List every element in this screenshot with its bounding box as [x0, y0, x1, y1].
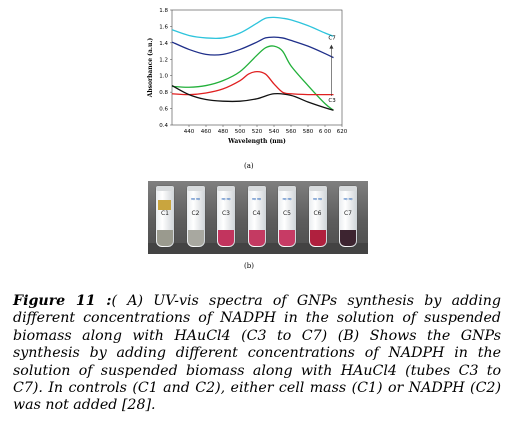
- tube-cap-ring: [339, 186, 357, 191]
- tube-liquid: [248, 230, 265, 246]
- tube-liquid: [187, 230, 204, 246]
- tube-cap-ring: [217, 186, 235, 191]
- photo-floor: [148, 243, 368, 254]
- y-tick-label: 1.4: [159, 41, 168, 47]
- caption-text: ( A) UV-vis spectra of GNPs synthesis by…: [13, 293, 502, 414]
- tube-c1: C1: [156, 186, 174, 247]
- panel-label-a: (a): [244, 162, 254, 170]
- tube-wave-marks: ≈≈: [251, 196, 262, 203]
- plot-area: [171, 9, 343, 126]
- tube-c7: ≈≈ C7: [339, 186, 357, 247]
- tube-tag: [158, 200, 171, 210]
- tube-liquid: [218, 230, 234, 246]
- series-line-c7: [171, 16, 334, 40]
- uv-vis-chart: 0.4 0.6 0.8 1.0 1.2 1.4 1.6 1.8 440 460 480 500 520 5…: [147, 8, 348, 145]
- tube-label: C3: [221, 210, 230, 217]
- y-tick-label: 0.8: [159, 90, 168, 96]
- annotation-c7: C7: [328, 36, 336, 42]
- tube-cap-ring: [247, 186, 266, 191]
- tube-cap-ring: [308, 186, 327, 191]
- x-tick-label: 480: [218, 129, 229, 135]
- x-tick-label: 580: [303, 129, 314, 135]
- x-tick-label: 560: [286, 129, 297, 135]
- figure-11: 0.4 0.6 0.8 1.0 1.2 1.4 1.6 1.8 440 460 480 500 520 5…: [147, 8, 368, 270]
- x-tick-label: 500: [235, 129, 246, 135]
- tube-cap-ring: [278, 186, 296, 191]
- y-tick-label: 1.6: [159, 24, 168, 30]
- tube-wave-marks: ≈≈: [281, 196, 293, 203]
- x-tick-label: 6 00: [319, 129, 332, 135]
- tube-wave-marks: ≈≈: [342, 196, 354, 203]
- series-line-c6: [171, 36, 334, 59]
- tube-wave-marks: ≈≈: [220, 196, 232, 203]
- tube-cap-ring: [156, 186, 174, 191]
- tube-c4: ≈≈ C4: [247, 186, 266, 247]
- y-tick-label: 1.0: [159, 74, 168, 80]
- tube-wave-marks: ≈≈: [190, 196, 201, 203]
- tube-label: C6: [313, 210, 322, 217]
- series-line-c5: [171, 45, 334, 111]
- x-tick-label: 540: [269, 129, 280, 135]
- tube-label: C4: [252, 210, 261, 217]
- figure-caption: Figure 11 :( A) UV-vis spectra of GNPs s…: [13, 293, 501, 415]
- y-tick-label: 0.4: [159, 123, 168, 129]
- x-axis-label: Wavelength (nm): [227, 138, 286, 145]
- y-tick-label: 1.2: [159, 57, 168, 63]
- tube-label: C7: [343, 210, 352, 217]
- tube-c6: ≈≈ C6: [308, 186, 327, 247]
- tube-c3: ≈≈ C3: [217, 186, 235, 247]
- x-tick-label: 460: [201, 129, 212, 135]
- tube-liquid: [340, 230, 356, 246]
- x-tick-label: 440: [184, 129, 195, 135]
- y-tick-label: 0.6: [159, 107, 168, 113]
- annotation-arrowhead: [329, 44, 334, 49]
- tube-label: C1: [160, 210, 169, 217]
- tube-label: C5: [282, 210, 291, 217]
- y-tick-label: 1.8: [159, 8, 168, 14]
- tube-c5: ≈≈ C5: [278, 186, 296, 247]
- panel-label-b: (b): [244, 262, 254, 270]
- caption-prefix: Figure 11 :: [13, 293, 112, 309]
- tube-wave-marks: ≈≈: [312, 196, 323, 203]
- annotation-c3: C3: [328, 98, 336, 104]
- series-line-c4: [171, 70, 334, 96]
- x-tick-label: 620: [337, 129, 348, 135]
- x-tick-label: 520: [252, 129, 263, 135]
- tube-liquid: [279, 230, 295, 246]
- series-line-c3: [171, 84, 334, 111]
- tube-label: C2: [191, 210, 200, 217]
- tube-cap-ring: [186, 186, 205, 191]
- tube-c2: ≈≈ C2: [186, 186, 205, 247]
- y-axis-label: Absorbance (a.u.): [147, 38, 154, 99]
- tube-liquid: [157, 230, 173, 246]
- tube-liquid: [309, 230, 326, 246]
- tubes-photo: C1 ≈≈ C2 ≈≈ C3 ≈≈ C4 ≈≈ C5 ≈≈ C6 ≈≈ C7: [148, 181, 368, 254]
